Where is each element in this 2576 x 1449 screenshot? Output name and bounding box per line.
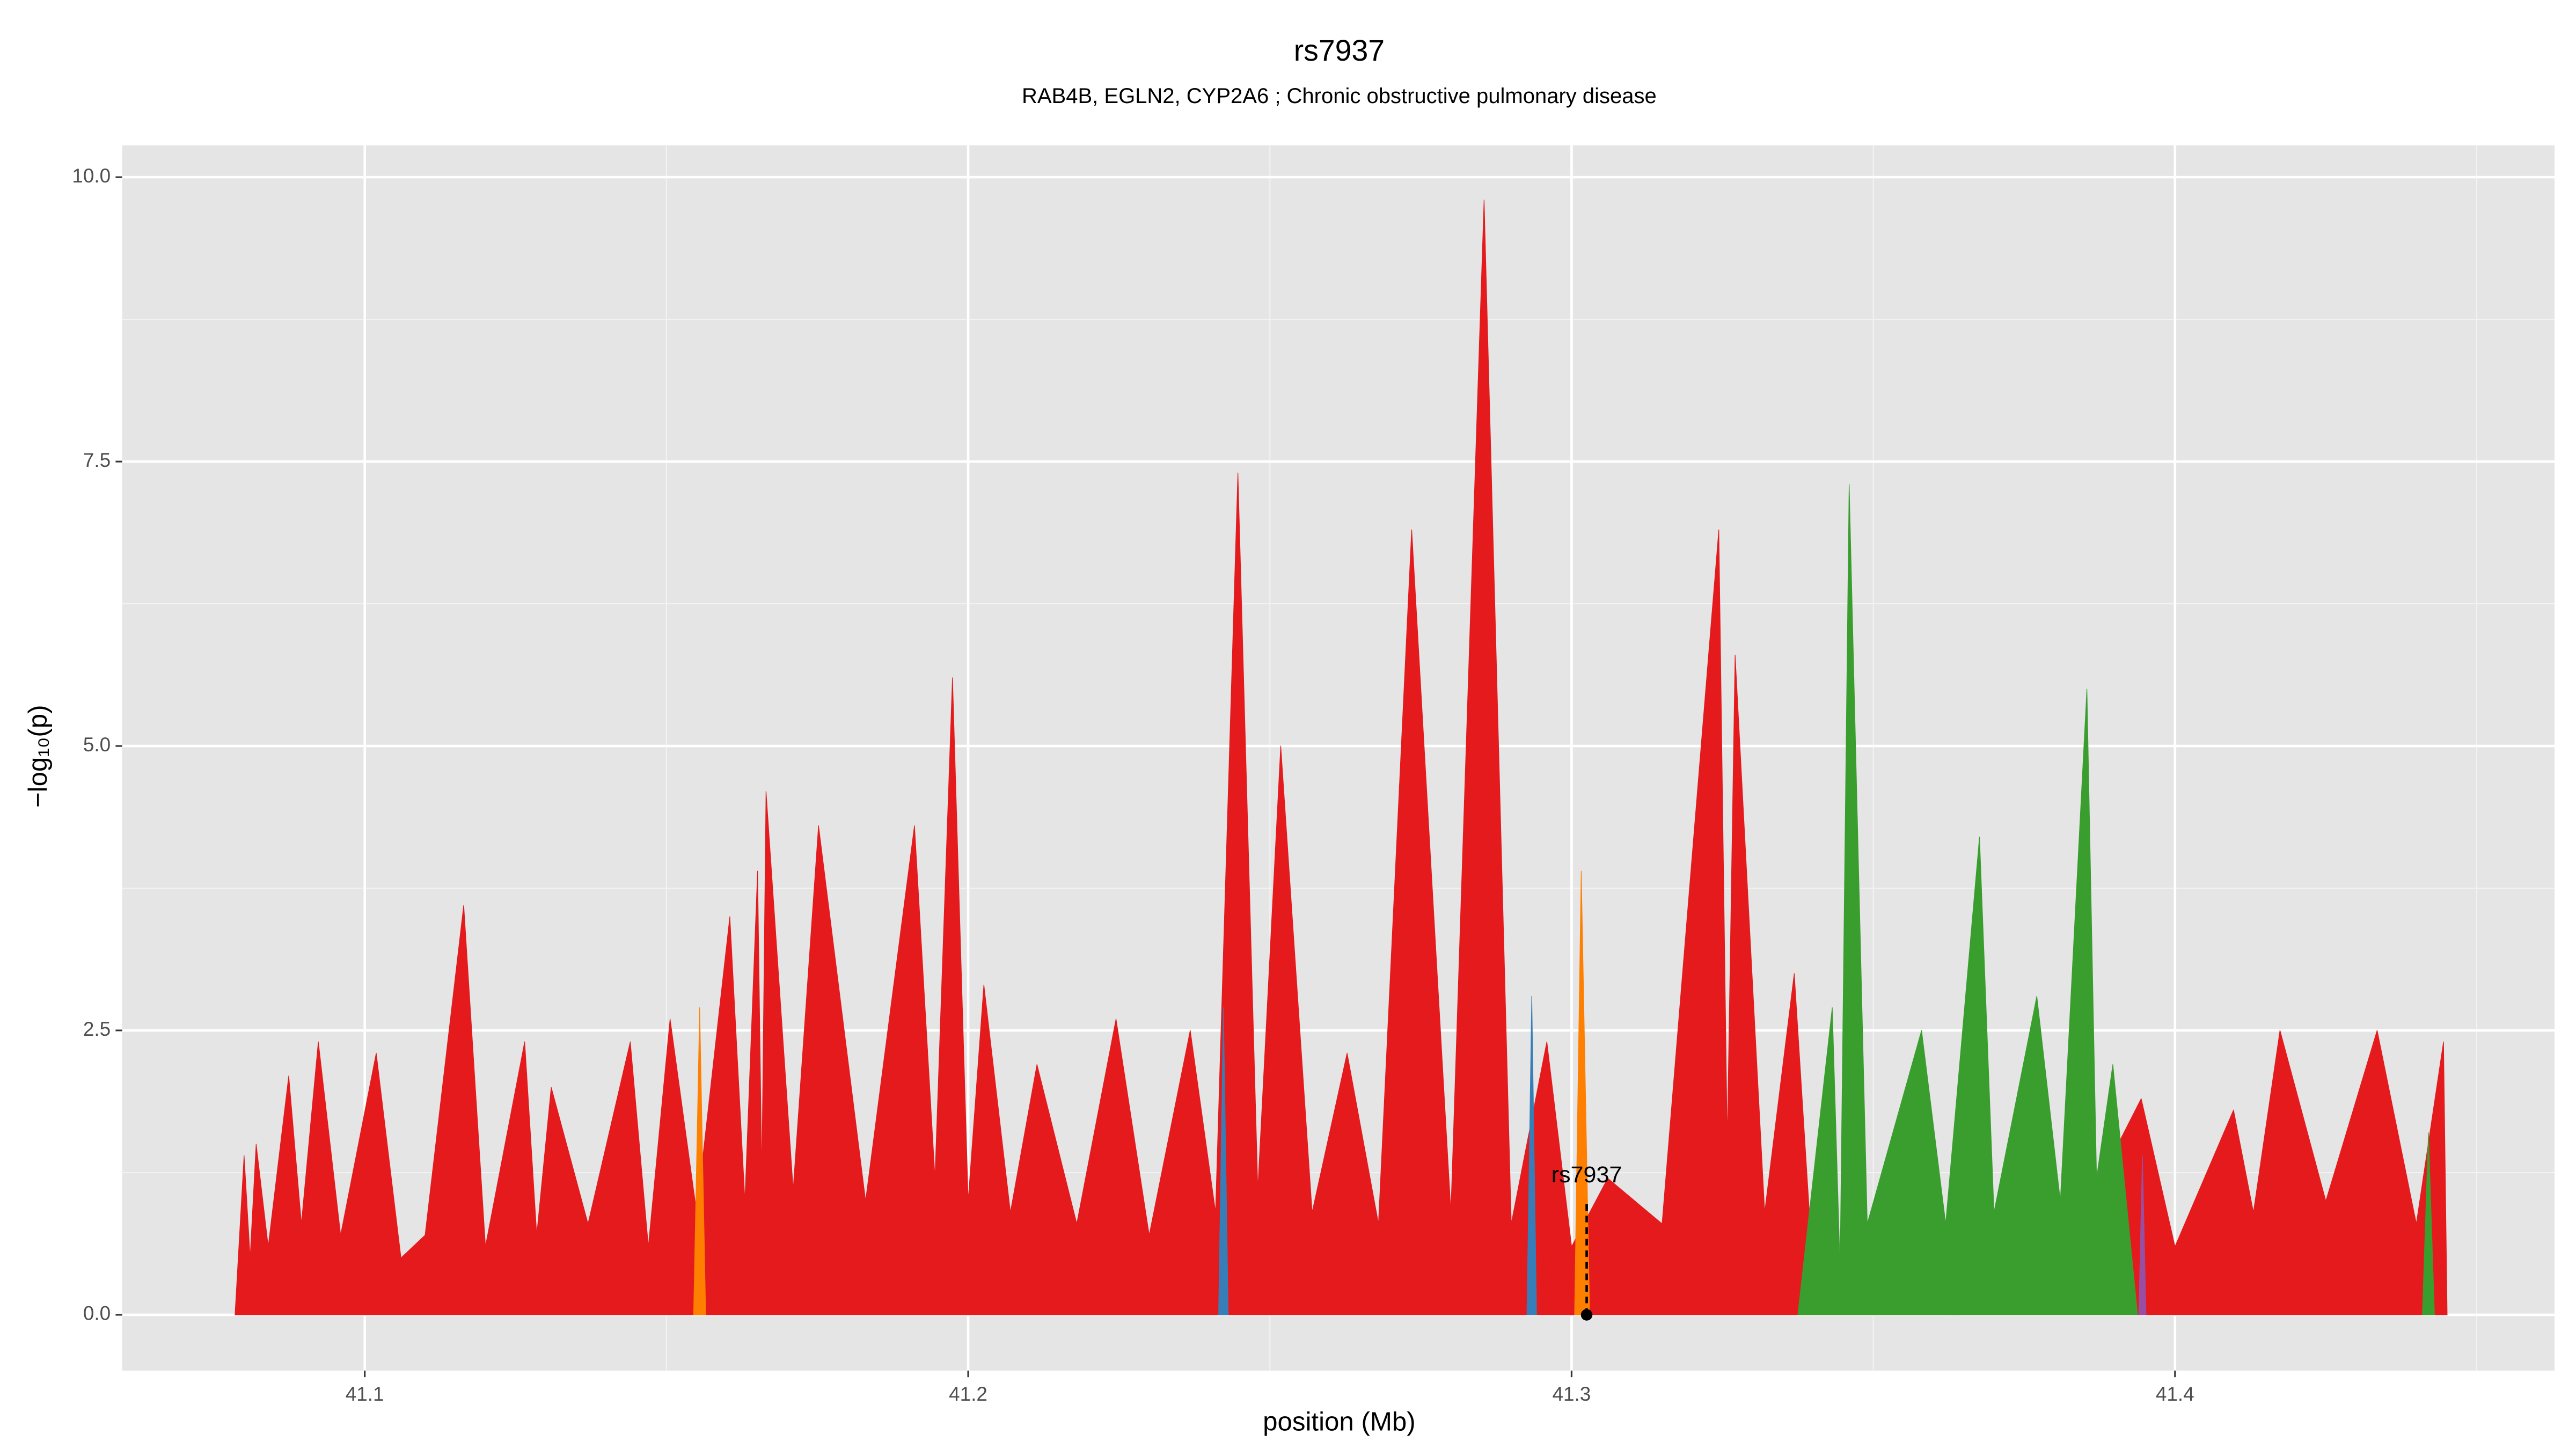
y-tick-label: 10.0 [72, 165, 111, 187]
x-tick-label: 41.2 [949, 1383, 987, 1405]
area [1797, 484, 2435, 1315]
y-axis-title: −log₁₀(p) [23, 705, 53, 808]
chart-subtitle: RAB4B, EGLN2, CYP2A6 ; Chronic obstructi… [1022, 84, 1657, 108]
area [1218, 996, 1537, 1315]
y-tick-label: 0.0 [83, 1302, 111, 1324]
x-tick-label: 41.3 [1552, 1383, 1591, 1405]
x-tick-label: 41.1 [346, 1383, 384, 1405]
x-tick-label: 41.4 [2156, 1383, 2194, 1405]
annotation-label: rs7937 [1552, 1162, 1622, 1188]
chart-title: rs7937 [1294, 34, 1385, 67]
y-tick-label: 2.5 [83, 1018, 111, 1040]
x-axis-title: position (Mb) [1263, 1407, 1415, 1436]
y-tick-label: 7.5 [83, 449, 111, 471]
y-tick-label: 5.0 [83, 734, 111, 756]
annotation-point [1580, 1309, 1593, 1321]
